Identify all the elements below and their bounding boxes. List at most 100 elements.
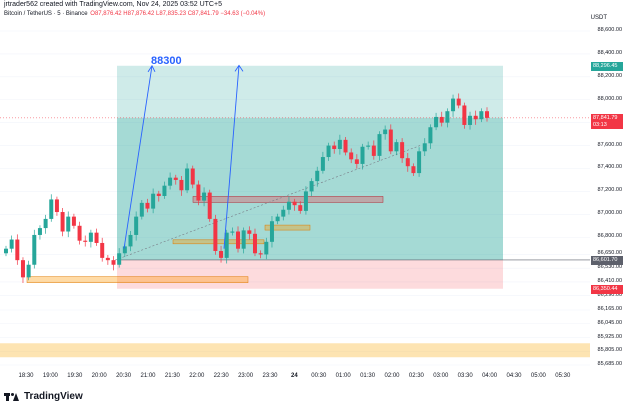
candle-body[interactable] [66,216,71,232]
candle-body[interactable] [49,199,54,219]
candle-body[interactable] [139,202,144,217]
candle-body[interactable] [219,250,224,258]
candle-body[interactable] [332,145,337,150]
candle-body[interactable] [354,159,359,164]
candle-body[interactable] [400,142,405,159]
candle-body[interactable] [360,146,365,164]
candle-body[interactable] [83,240,88,242]
candle-body[interactable] [485,111,489,118]
candle-body[interactable] [37,228,42,235]
symbol-legend[interactable]: Bitcoin / TetherUS · 5 · Binance O87,876… [4,11,266,17]
candle-body[interactable] [224,232,229,258]
candle-body[interactable] [388,129,393,152]
price-chart[interactable] [0,19,590,370]
candle-body[interactable] [479,111,484,120]
candle-body[interactable] [439,116,444,123]
supply-box[interactable] [192,196,384,203]
candle-body[interactable] [377,134,382,156]
candle-body[interactable] [366,145,371,147]
candle-body[interactable] [202,192,207,201]
candle-body[interactable] [213,218,218,251]
target-annotation[interactable]: 88300 [151,55,182,67]
candle-body[interactable] [417,151,422,174]
candle-body[interactable] [241,230,246,249]
candle-body[interactable] [292,201,297,206]
candle-body[interactable] [32,234,37,265]
candle-body[interactable] [15,239,20,261]
candle-body[interactable] [371,145,376,156]
candle-body[interactable] [298,205,303,211]
candle-body[interactable] [326,145,331,158]
candle-body[interactable] [26,264,31,278]
candle-body[interactable] [128,234,133,247]
candle-body[interactable] [383,129,388,135]
candle-body[interactable] [445,111,450,123]
candle-body[interactable] [258,253,263,255]
candle-body[interactable] [20,260,25,278]
candle-body[interactable] [9,239,14,249]
candle-body[interactable] [134,216,139,235]
candle-body[interactable] [264,241,269,255]
projection-arrow[interactable] [123,65,153,249]
candle-body[interactable] [185,168,190,191]
candle-body[interactable] [236,231,241,249]
time-axis[interactable]: 18:30 19:00 19:30 20:00 20:30 21:00 21:30 22:00… [0,371,590,383]
candle-body[interactable] [190,168,195,185]
candle-body[interactable] [286,201,291,210]
candle-body[interactable] [309,181,314,192]
candle-body[interactable] [434,116,439,128]
candle-body[interactable] [162,185,167,196]
candle-body[interactable] [394,142,399,152]
projection-arrow[interactable] [223,65,240,249]
candle-body[interactable] [451,98,456,112]
candle-body[interactable] [343,139,348,153]
candle-body[interactable] [405,158,410,167]
candle-body[interactable] [100,242,105,258]
candle-body[interactable] [462,105,467,125]
candle-body[interactable] [173,177,178,180]
candle-body[interactable] [247,230,252,234]
candle-body[interactable] [473,115,478,120]
candle-body[interactable] [428,127,433,144]
candle-body[interactable] [117,253,122,265]
candle-body[interactable] [456,98,461,106]
candle-body[interactable] [168,177,173,186]
price-axis[interactable]: 88,600.00 88,400.00 88,200.00 88,000.00 87,8… [590,0,625,390]
chart-canvas[interactable] [0,19,590,370]
candle-body[interactable] [122,246,127,254]
candle-body[interactable] [468,115,473,125]
candle-body[interactable] [303,191,308,211]
candle-body[interactable] [422,143,427,152]
candle-body[interactable] [252,233,257,254]
candle-body[interactable] [230,231,235,233]
candle-body[interactable] [43,218,48,229]
candle-body[interactable] [4,248,8,254]
candle-body[interactable] [179,179,184,191]
candle-body[interactable] [71,216,76,226]
candle-body[interactable] [315,170,320,182]
candle-body[interactable] [54,199,59,213]
support-band[interactable] [0,343,590,358]
candle-body[interactable] [275,216,280,222]
loss-zone[interactable] [117,259,503,289]
candle-body[interactable] [111,260,116,265]
order-block[interactable] [264,224,311,231]
candle-body[interactable] [151,193,156,209]
candle-body[interactable] [105,257,110,261]
demand-box[interactable] [26,276,249,283]
candle-body[interactable] [207,192,212,219]
candle-body[interactable] [337,139,342,150]
candle-body[interactable] [196,184,201,201]
candle-body[interactable] [281,209,286,217]
candle-body[interactable] [349,152,354,160]
tradingview-brand[interactable]: TradingView [4,389,83,403]
candle-body[interactable] [269,221,274,242]
candle-body[interactable] [77,225,82,241]
candle-body[interactable] [156,193,161,196]
candle-body[interactable] [94,232,99,243]
candle-body[interactable] [320,157,325,171]
candle-body[interactable] [411,166,416,174]
candle-body[interactable] [60,212,65,232]
order-block[interactable] [172,239,265,245]
candle-body[interactable] [145,202,150,209]
